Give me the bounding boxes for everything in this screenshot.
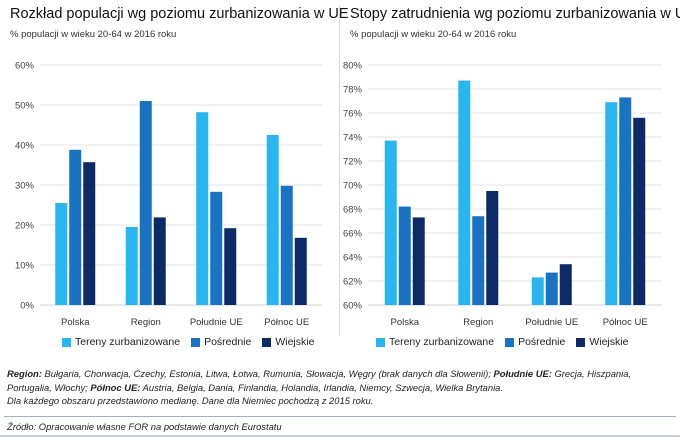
x-category-label: Region [131, 317, 161, 328]
bar-2-2 [139, 101, 152, 305]
legend-label: Tereny zurbanizowane [389, 336, 495, 348]
bar-2-3 [545, 272, 558, 305]
y-tick-label: 20% [15, 221, 35, 232]
x-category-label: Polska [61, 317, 90, 328]
chart-subtitle: % populacji w wieku 20-64 w 2016 roku [10, 29, 177, 40]
chart-subtitle: % populacji w wieku 20-64 w 2016 roku [350, 29, 517, 40]
y-tick-label: 60% [343, 301, 363, 312]
note-north-label: Północ UE: [90, 381, 141, 393]
y-tick-label: 78% [343, 85, 363, 96]
bar-2-3 [210, 191, 223, 305]
y-tick-label: 72% [343, 157, 363, 168]
legend-item-urban: Tereny zurbanizowane [62, 336, 180, 348]
x-category-label: Polska [390, 317, 419, 328]
legend-label: Wiejskie [275, 336, 315, 348]
x-category-label: Region [463, 317, 493, 328]
y-tick-label: 50% [15, 101, 35, 112]
bar-2-4 [619, 97, 632, 306]
bar-1-2 [458, 80, 471, 305]
y-tick-label: 74% [343, 133, 363, 144]
source-note: Źródło: Opracowanie własne FOR na podsta… [7, 421, 282, 432]
legend-swatch [576, 337, 586, 347]
legend-item-intermediate: Pośrednie [505, 336, 565, 348]
note-south-label: Południe UE: [493, 368, 552, 379]
legend-swatch [62, 337, 71, 347]
note-region-label: Region: [7, 368, 42, 379]
legend-label: Wiejskie [589, 336, 629, 348]
y-tick-label: 76% [343, 109, 363, 120]
legend-swatch [505, 337, 515, 347]
y-tick-label: 70% [343, 181, 363, 192]
bar-3-1 [83, 162, 96, 305]
legend-item-rural: Wiejskie [262, 336, 314, 348]
bar-3-4 [633, 117, 646, 305]
y-tick-label: 62% [343, 277, 363, 288]
bar-3-1 [412, 217, 425, 305]
y-tick-label: 40% [15, 141, 35, 152]
legend-item-intermediate: Pośrednie [191, 336, 251, 348]
legend-item-rural: Wiejskie [576, 336, 628, 348]
bar-2-1 [398, 206, 411, 305]
x-category-label: Północ UE [603, 317, 648, 328]
bar-3-2 [153, 217, 166, 305]
legend-label: Pośrednie [204, 336, 252, 348]
y-tick-label: 30% [15, 181, 35, 192]
legend-swatch [376, 337, 385, 347]
bar-1-2 [125, 227, 138, 305]
chart-population: Rozkład populacji wg poziomu zurbanizowa… [0, 0, 349, 350]
bar-2-4 [280, 185, 293, 305]
bar-2-1 [69, 149, 82, 305]
source-divider [4, 416, 676, 417]
legend-swatch [191, 337, 201, 347]
y-tick-label: 0% [20, 301, 34, 312]
chart-title: Stopy zatrudnienia wg poziomu zurbanizow… [350, 6, 680, 22]
note-south-text: Grecja, Hiszpania, Portugalia, Włochy; [7, 368, 632, 393]
bar-1-1 [384, 140, 397, 305]
y-tick-label: 10% [15, 261, 35, 272]
note-region-text: Bułgaria, Chorwacja, Czechy, Estonia, Li… [41, 368, 494, 379]
chart-employment: Stopy zatrudnienia wg poziomu zurbanizow… [340, 0, 680, 350]
bar-3-4 [294, 237, 307, 305]
y-tick-label: 64% [343, 253, 363, 264]
y-tick-label: 66% [343, 229, 363, 240]
bar-2-2 [472, 216, 485, 305]
chart-population-plot: 0% 10% 20% 30% 40% 50% 60% Polska Region Południe… [15, 61, 322, 328]
x-category-label: Północ UE [264, 317, 309, 328]
chart-title: Rozkład populacji wg poziomu zurbanizowa… [10, 6, 349, 22]
y-tick-label: 60% [15, 61, 35, 72]
bar-1-4 [266, 135, 279, 305]
bar-3-3 [559, 264, 572, 305]
y-tick-label: 80% [343, 61, 363, 72]
bar-3-2 [486, 191, 499, 305]
legend-label: Pośrednie [518, 336, 566, 348]
legend-swatch [262, 337, 272, 347]
legend-label: Tereny zurbanizowane [75, 336, 181, 348]
bar-1-1 [55, 203, 68, 305]
legend-item-urban: Tereny zurbanizowane [376, 336, 494, 348]
y-tick-label: 68% [343, 205, 363, 216]
x-category-label: Południe UE [525, 317, 578, 328]
legend-population: Tereny zurbanizowane Pośrednie Wiejskie [62, 336, 314, 348]
panel-divider [339, 6, 340, 336]
chart-employment-plot: 60% 62% 64% 66% 68% 70% 72% 74% 76% 78% 80% Polska R… [343, 61, 662, 328]
x-category-label: Południe UE [190, 317, 243, 328]
bottom-border [0, 435, 680, 437]
bar-3-3 [224, 228, 237, 305]
bar-1-3 [531, 277, 544, 305]
note-north-text: Austria, Belgia, Dania, Finlandia, Holan… [140, 381, 503, 393]
footnotes: Region: Bułgaria, Chorwacja, Czechy, Est… [7, 367, 675, 408]
note-median: Dla każdego obszaru przedstawiono median… [7, 395, 374, 407]
bar-1-4 [605, 102, 618, 305]
legend-employment: Tereny zurbanizowane Pośrednie Wiejskie [376, 336, 628, 348]
bar-1-3 [196, 112, 209, 305]
